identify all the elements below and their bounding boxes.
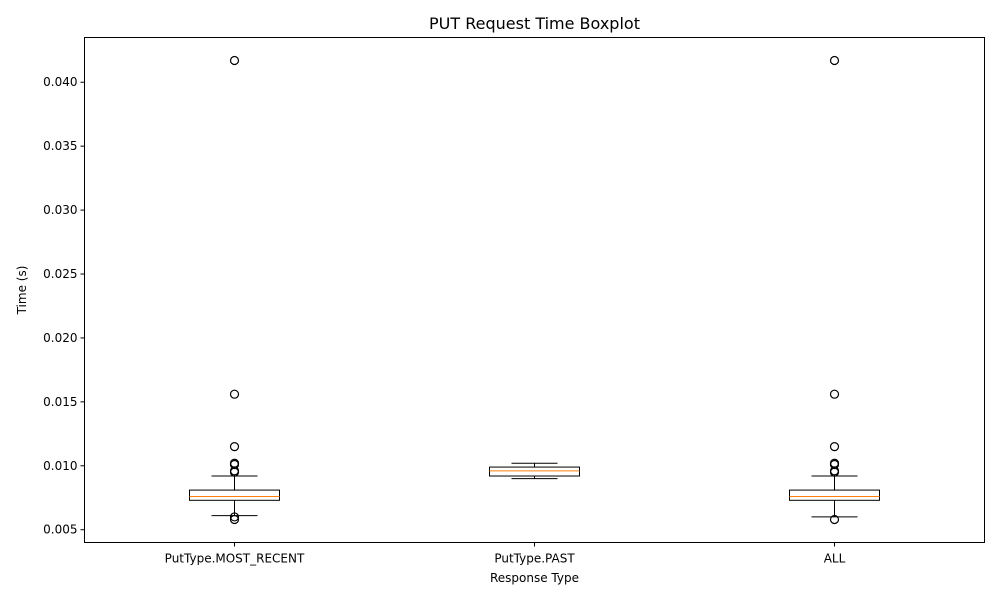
outlier-point bbox=[229, 55, 240, 66]
chart-title: PUT Request Time Boxplot bbox=[429, 14, 640, 33]
plot-marks bbox=[189, 55, 880, 525]
y-tick-label: 0.020 bbox=[43, 331, 77, 345]
outlier-point bbox=[229, 512, 240, 522]
x-tick-label: ALL bbox=[824, 552, 846, 566]
box-group bbox=[489, 462, 580, 480]
x-tick-label: PutType.PAST bbox=[494, 552, 575, 566]
y-tick-label: 0.005 bbox=[43, 523, 77, 537]
box-group bbox=[189, 55, 280, 525]
box-iqr bbox=[189, 489, 280, 501]
y-tick-label: 0.030 bbox=[43, 203, 77, 217]
outlier-point bbox=[829, 55, 840, 66]
x-axis-title: Response Type bbox=[490, 571, 579, 585]
x-tick-label: PutType.MOST_RECENT bbox=[165, 552, 305, 566]
y-tick-label: 0.025 bbox=[43, 267, 77, 281]
outlier-point bbox=[829, 442, 840, 452]
x-axis: PutType.MOST_RECENT PutType.PAST ALL bbox=[165, 542, 846, 566]
box-iqr bbox=[489, 466, 580, 477]
y-tick-label: 0.040 bbox=[43, 75, 77, 89]
y-axis: 0.005 0.010 0.015 0.020 0.025 0.030 0.035 0.040 bbox=[43, 75, 85, 537]
box-group bbox=[789, 55, 880, 525]
outlier-point bbox=[229, 467, 240, 477]
y-tick-label: 0.010 bbox=[43, 459, 77, 473]
outlier-point bbox=[229, 514, 240, 525]
y-axis-title: Time (s) bbox=[15, 266, 29, 316]
outlier-point bbox=[829, 389, 840, 399]
box-iqr bbox=[789, 489, 880, 501]
outlier-point bbox=[229, 389, 240, 399]
y-tick-label: 0.035 bbox=[43, 139, 77, 153]
outlier-point bbox=[229, 442, 240, 452]
y-tick-label: 0.015 bbox=[43, 395, 77, 409]
outlier-point bbox=[829, 514, 840, 525]
outlier-point bbox=[829, 467, 840, 477]
